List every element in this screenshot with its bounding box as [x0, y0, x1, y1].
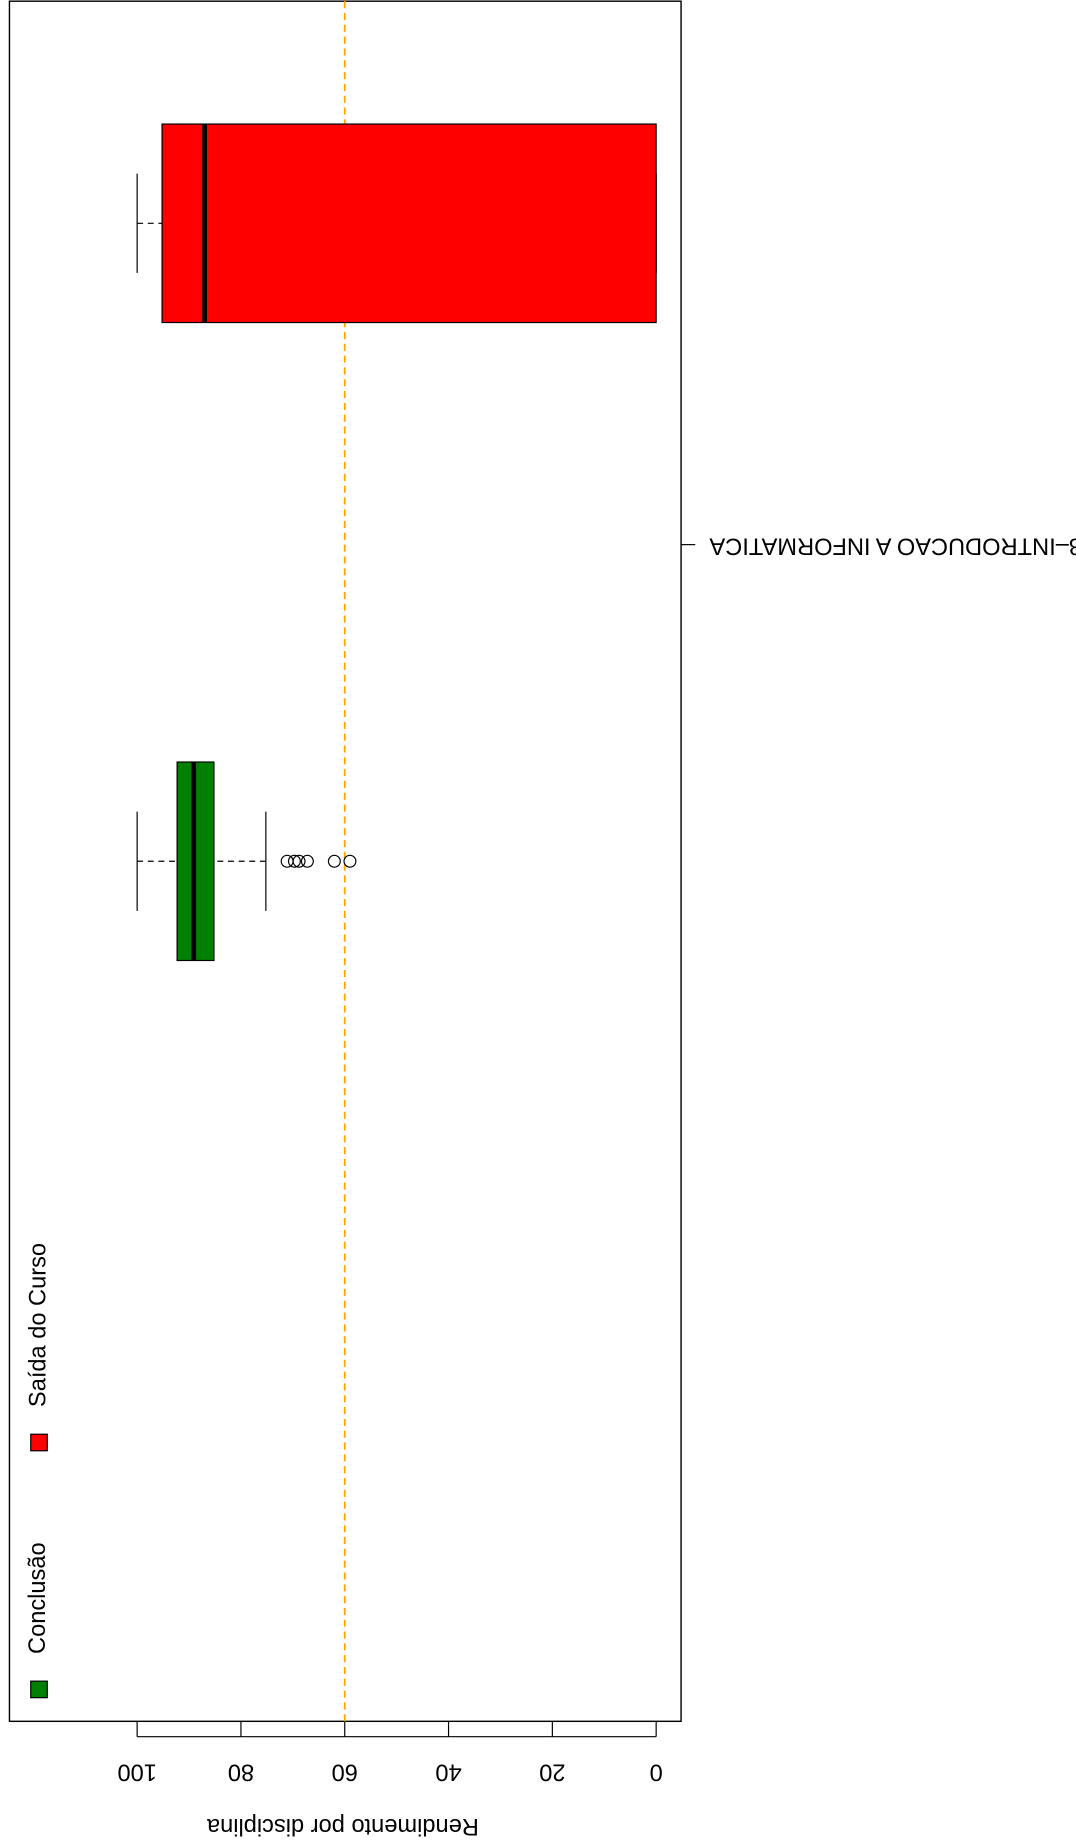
box — [161, 123, 657, 324]
outlier — [287, 854, 301, 868]
legend-label: Saída do Curso — [25, 1243, 51, 1407]
x-tick-label: 60 — [332, 1759, 358, 1785]
x-tick-label: 0 — [650, 1759, 663, 1785]
outlier — [300, 854, 314, 868]
x-tick-label: 100 — [117, 1759, 156, 1785]
x-tick-label: 20 — [539, 1759, 565, 1785]
outlier — [343, 854, 357, 868]
outlier — [292, 854, 306, 868]
outlier — [280, 854, 294, 868]
y-tick-label: TGI028–INTRODUCAO A INFORMATICA — [709, 532, 1076, 558]
outlier — [327, 854, 341, 868]
legend-label: Conclusão — [25, 1542, 51, 1654]
legend-swatch — [30, 1680, 48, 1699]
x-tick-label: 40 — [435, 1759, 461, 1785]
x-tick-label: 80 — [228, 1759, 254, 1785]
legend-swatch — [30, 1433, 48, 1452]
x-axis-title: Rendimento por disciplina — [206, 1813, 479, 1839]
